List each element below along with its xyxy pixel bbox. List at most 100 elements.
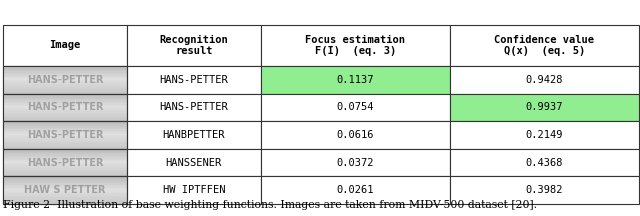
Bar [450,121,639,149]
Bar [3,70,127,71]
Bar [3,146,127,148]
Text: HANS-PETTER: HANS-PETTER [27,158,104,168]
Bar [260,149,450,176]
Bar [3,71,127,73]
Bar [3,150,127,152]
Text: 0.0754: 0.0754 [337,102,374,112]
Text: 0.9937: 0.9937 [525,102,563,112]
Text: 0.3982: 0.3982 [525,185,563,195]
Bar [3,176,127,204]
Text: Focus estimation
F(I)  (eq. 3): Focus estimation F(I) (eq. 3) [305,35,405,56]
Bar [260,121,450,149]
Bar [3,174,127,175]
Bar [3,168,127,170]
Bar [3,172,127,174]
Bar [3,142,127,143]
Bar [3,136,127,138]
Bar [3,80,127,81]
Bar [3,102,127,103]
Bar [3,89,127,91]
Bar [3,200,127,201]
Bar [3,110,127,111]
Bar [3,103,127,105]
Bar [3,94,127,121]
Bar [3,201,127,203]
Bar [3,116,127,117]
Bar [3,105,127,106]
Bar [3,193,127,194]
Text: 0.9428: 0.9428 [525,75,563,85]
Text: Confidence value
Q(x)  (eq. 5): Confidence value Q(x) (eq. 5) [494,35,595,56]
Bar [127,121,260,149]
Bar [3,94,127,121]
Bar [3,139,127,141]
Bar [3,109,127,110]
Bar [3,98,127,99]
Bar [3,125,127,127]
Bar [3,176,127,204]
Bar [3,25,127,66]
Bar [3,94,127,95]
Bar [3,138,127,139]
Bar [3,187,127,189]
Bar [450,149,639,176]
Bar [127,94,260,121]
Bar [3,134,127,135]
Bar [3,161,127,163]
Bar [3,106,127,107]
Text: 0.4368: 0.4368 [525,158,563,168]
Bar [3,149,127,150]
Bar [3,149,127,176]
Bar [450,66,639,94]
Bar [3,145,127,146]
Bar [3,129,127,131]
Bar [3,189,127,190]
Bar [3,121,127,149]
Bar [3,120,127,121]
Bar [3,114,127,116]
Bar [127,25,260,66]
Bar [127,176,260,204]
Bar [450,94,639,121]
Bar [3,163,127,164]
Bar [3,135,127,136]
Bar [3,153,127,154]
Bar [3,95,127,96]
Bar [3,91,127,92]
Bar [3,143,127,145]
Bar [3,107,127,109]
Bar [3,117,127,118]
Bar [3,181,127,182]
Bar [3,67,127,69]
Bar [3,194,127,196]
Bar [260,25,450,66]
Bar [3,179,127,181]
Bar [3,77,127,78]
Bar [450,25,639,66]
Bar [3,165,127,167]
Bar [3,175,127,176]
Text: HANS-PETTER: HANS-PETTER [159,102,228,112]
Bar [3,73,127,74]
Bar [260,94,450,121]
Bar [3,85,127,87]
Bar [3,121,127,122]
Text: HANSSENER: HANSSENER [166,158,222,168]
Bar [3,192,127,193]
Bar [3,87,127,88]
Bar [3,78,127,80]
Text: Image: Image [49,40,81,50]
Bar [3,69,127,70]
Bar [3,183,127,185]
Bar [3,124,127,125]
Bar [3,203,127,204]
Text: HW IPTFFEN: HW IPTFFEN [163,185,225,195]
Bar [3,66,127,94]
Bar [3,122,127,124]
Bar [3,113,127,114]
Bar [3,196,127,197]
Bar [3,99,127,100]
Bar [3,96,127,98]
Bar [260,176,450,204]
Bar [3,132,127,134]
